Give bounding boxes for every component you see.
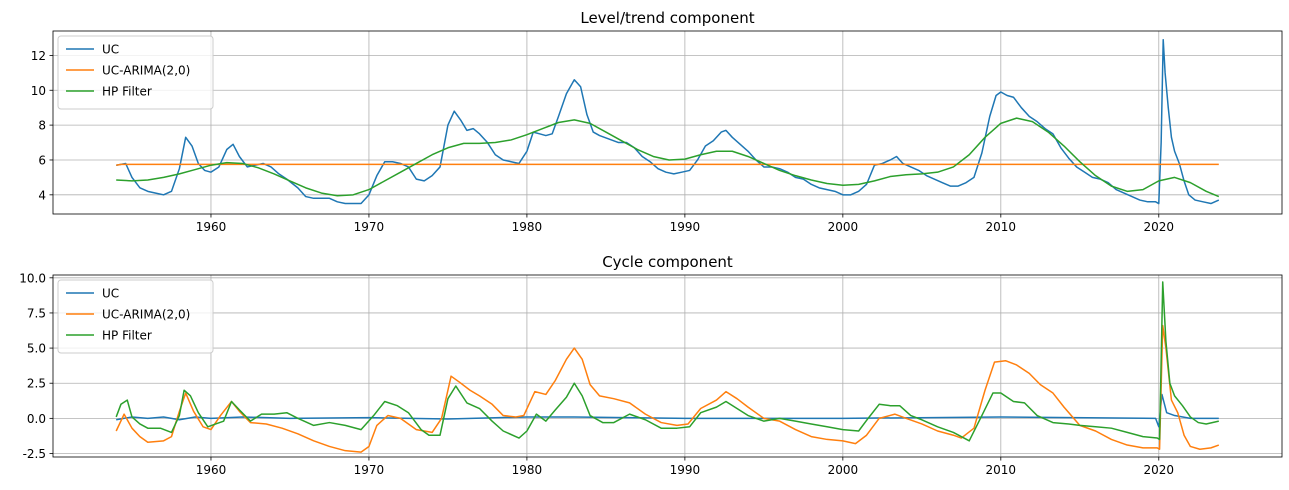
- chart-title: Cycle component: [602, 253, 733, 271]
- y-tick-label: 4: [38, 188, 46, 202]
- series-line-hp-filter: [115, 281, 1219, 442]
- x-tick-label: 2000: [828, 463, 859, 477]
- plot-area: [53, 31, 1282, 214]
- y-tick-label: 12: [31, 49, 46, 63]
- y-tick-label: 0.0: [27, 412, 46, 426]
- series-group: [115, 281, 1220, 453]
- y-tick-label: 5.0: [27, 342, 46, 356]
- legend-label-hp-filter: HP Filter: [102, 85, 152, 99]
- x-tick-label: 2010: [986, 220, 1017, 234]
- series-line-uc: [116, 38, 1220, 205]
- y-tick-label: 10: [31, 84, 46, 98]
- legend-label-uc-arima-2-0: UC-ARIMA(2,0): [102, 64, 190, 78]
- legend-box: [57, 35, 214, 110]
- legend: UC UC-ARIMA(2,0) HP Filter: [57, 279, 214, 354]
- level-trend-panel: 1960 1970 1980 1990 2000 2010 2020 4 6 8 10 12 Level…: [31, 9, 1283, 234]
- axes-frame: [52, 274, 1283, 458]
- legend-label-uc: UC: [102, 43, 119, 57]
- series-line-uc-arima-2-0: [116, 163, 1219, 166]
- x-tick-label: 2000: [828, 220, 859, 234]
- x-tick-label: 2020: [1144, 463, 1175, 477]
- x-tick-label: 1980: [512, 220, 543, 234]
- y-tick-label: 6: [38, 153, 46, 167]
- x-tick-label: 1970: [354, 220, 385, 234]
- legend-label-uc: UC: [102, 287, 119, 301]
- x-tick-label: 1960: [196, 463, 227, 477]
- series-group: [116, 38, 1220, 205]
- series-line-hp-filter: [116, 117, 1220, 198]
- chart-title: Level/trend component: [580, 9, 754, 27]
- x-tick-label: 1990: [670, 220, 701, 234]
- legend: UC UC-ARIMA(2,0) HP Filter: [57, 35, 214, 110]
- legend-box: [57, 279, 214, 354]
- x-tick-label: 2010: [986, 463, 1017, 477]
- cycle-panel: 1960 1970 1980 1990 2000 2010 2020 -2.5 0.0 2.5 5.…: [19, 253, 1283, 477]
- y-tick-label: 7.5: [27, 306, 46, 320]
- series-line-uc-arima-2-0: [115, 324, 1220, 453]
- legend-label-uc-arima-2-0: UC-ARIMA(2,0): [102, 308, 190, 322]
- x-tick-label: 2020: [1144, 220, 1175, 234]
- x-tick-label: 1960: [196, 220, 227, 234]
- x-tick-label: 1990: [670, 463, 701, 477]
- y-tick-label: -2.5: [23, 447, 46, 461]
- series-line-uc: [116, 393, 1219, 428]
- x-tick-label: 1970: [354, 463, 385, 477]
- y-tick-label: 2.5: [27, 377, 46, 391]
- x-tick-label: 1980: [512, 463, 543, 477]
- y-tick-label: 8: [38, 119, 46, 133]
- plot-area: [53, 275, 1282, 457]
- y-tick-label: 10.0: [19, 271, 46, 285]
- legend-label-hp-filter: HP Filter: [102, 329, 152, 343]
- axes-frame: [52, 30, 1283, 215]
